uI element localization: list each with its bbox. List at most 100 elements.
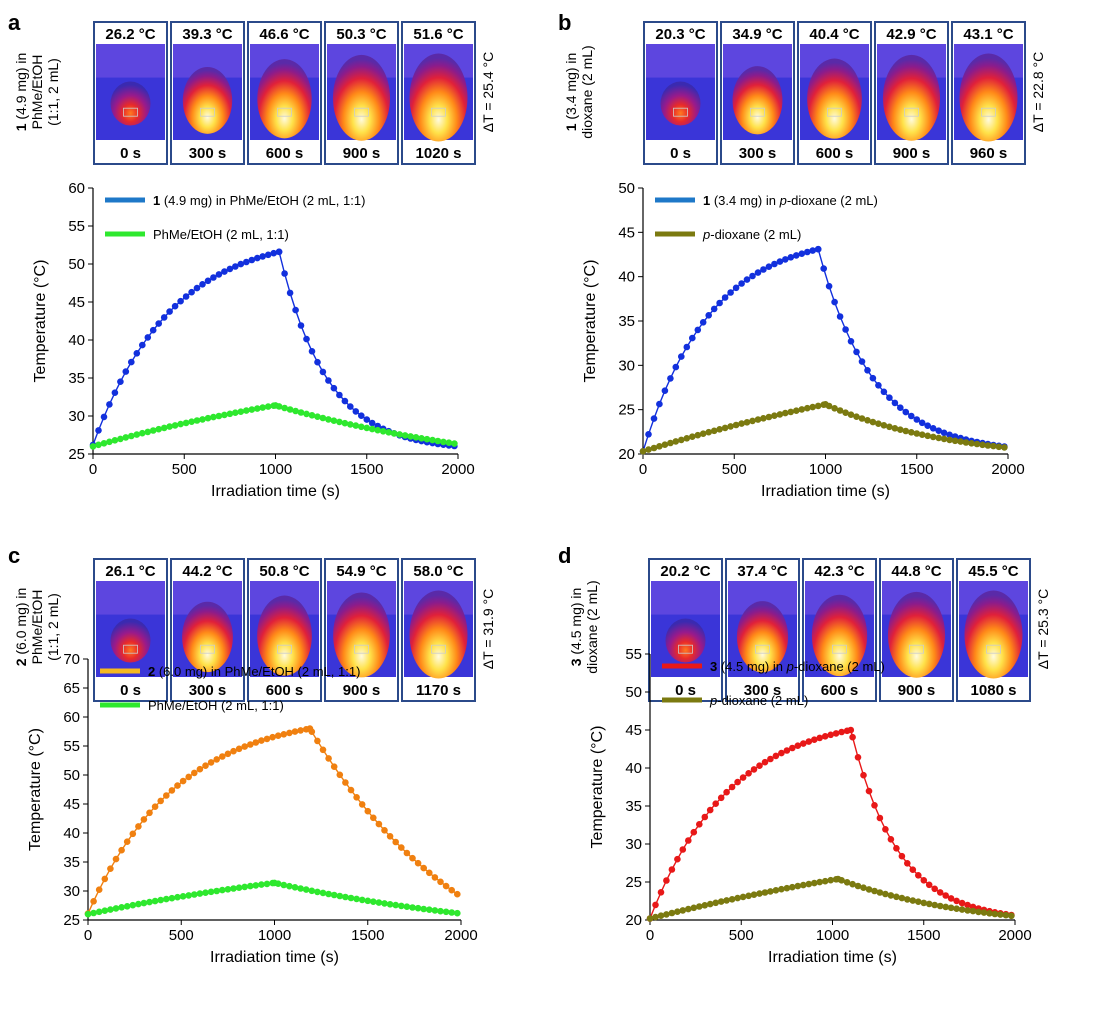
thermal-plume [110, 618, 151, 663]
data-point [202, 762, 209, 769]
data-point [975, 908, 982, 916]
data-point [667, 439, 674, 447]
thermal-temperature: 51.6 °C [413, 26, 463, 43]
data-point [913, 430, 921, 437]
data-point [95, 427, 102, 434]
data-point [776, 411, 784, 418]
y-tick-label: 55 [63, 738, 80, 755]
data-point [754, 269, 762, 276]
thermal-time: 600 s [266, 682, 304, 699]
data-point [325, 416, 332, 423]
data-point [297, 885, 304, 892]
data-point [798, 250, 806, 257]
x-tick-label: 2000 [444, 927, 477, 944]
data-point [445, 439, 453, 447]
data-point [204, 414, 212, 422]
data-point [363, 424, 371, 432]
data-point [155, 425, 162, 433]
data-point [314, 358, 321, 366]
y-axis-title-group: Temperature (°C) [582, 260, 599, 383]
data-point [689, 433, 696, 441]
series-1 [89, 248, 458, 450]
data-point [188, 418, 195, 426]
data-point [297, 727, 304, 734]
data-point [191, 769, 198, 777]
data-point [880, 388, 888, 396]
series-2 [646, 875, 1015, 922]
data-point [375, 899, 383, 906]
sample-label-line2: dioxane (2 mL) [579, 45, 595, 138]
data-point [358, 412, 365, 420]
data-point [174, 782, 181, 789]
data-point [381, 827, 388, 834]
data-point [219, 886, 226, 894]
delta-t: ΔT = 25.4 °C [480, 52, 496, 132]
data-point [942, 892, 949, 899]
thermal-image: 44.2 °C 300 s [170, 558, 245, 702]
data-point [396, 431, 403, 438]
y-tick-label: 50 [625, 684, 642, 701]
data-point [207, 888, 215, 896]
data-point [871, 802, 878, 809]
series-line [642, 248, 1005, 452]
legend-entry: 1 (4.9 mg) in PhMe/EtOH (2 mL, 1:1) [105, 193, 365, 208]
legend-label: 2 (6.0 mg) in PhMe/EtOH (2 mL, 1:1) [148, 664, 360, 679]
data-point [991, 910, 999, 918]
data-point [232, 409, 239, 417]
thermal-plume [110, 81, 151, 126]
y-tick-label: 35 [63, 854, 80, 871]
y-tick-label: 40 [625, 760, 642, 777]
data-point [166, 423, 173, 430]
data-point [842, 326, 849, 333]
data-point [663, 877, 670, 884]
data-point [875, 420, 882, 428]
y-tick-label: 45 [618, 224, 635, 241]
thermal-time: 0 s [670, 145, 691, 162]
thermal-plume [332, 54, 391, 141]
thermal-marker [909, 644, 924, 654]
data-point [213, 756, 220, 763]
data-point [232, 263, 239, 270]
thermal-image: 26.1 °C 0 s [93, 558, 168, 702]
data-point [672, 363, 680, 371]
data-point [947, 895, 955, 902]
data-point [668, 866, 676, 873]
x-axis-title: Irradiation time (s) [761, 483, 890, 500]
data-point [809, 247, 816, 254]
data-point [252, 882, 260, 889]
data-point [210, 274, 217, 281]
sample-label: 2 (6.0 mg) in PhMe/EtOH (1:1, 2 mL) [13, 588, 61, 667]
thermal-image: 50.3 °C 900 s [324, 21, 399, 165]
data-point [270, 249, 278, 257]
sample-label-line3: (1:1, 2 mL) [45, 58, 61, 126]
data-point [330, 891, 338, 899]
thermal-temperature: 26.2 °C [105, 26, 155, 43]
data-point [442, 908, 450, 916]
thermal-temperature: 42.3 °C [814, 563, 864, 580]
thermal-temperature: 46.6 °C [259, 26, 309, 43]
data-point [230, 885, 237, 892]
data-point [809, 403, 816, 411]
thermal-temperature: 45.5 °C [968, 563, 1018, 580]
data-point [760, 266, 767, 273]
data-point [157, 896, 164, 904]
panel-c: c 2 (6.0 mg) in PhMe/EtOH (1:1, 2 mL) 26.1 °… [8, 543, 496, 966]
thermal-temperature: 42.9 °C [886, 26, 936, 43]
data-point [897, 426, 904, 434]
data-point [297, 409, 305, 416]
data-point [426, 869, 433, 877]
data-point [898, 852, 906, 860]
x-tick-label: 1500 [351, 927, 384, 944]
x-tick-label: 0 [84, 927, 92, 944]
data-point [133, 350, 141, 357]
x-tick-label: 2000 [441, 461, 474, 478]
data-point [100, 440, 108, 447]
data-point [454, 909, 461, 917]
data-point [696, 821, 703, 828]
data-point [314, 888, 321, 896]
thermal-image: 34.9 °C 300 s [720, 21, 795, 165]
y-tick-label: 20 [618, 446, 635, 463]
thermal-marker [431, 107, 446, 117]
data-point [712, 800, 719, 807]
